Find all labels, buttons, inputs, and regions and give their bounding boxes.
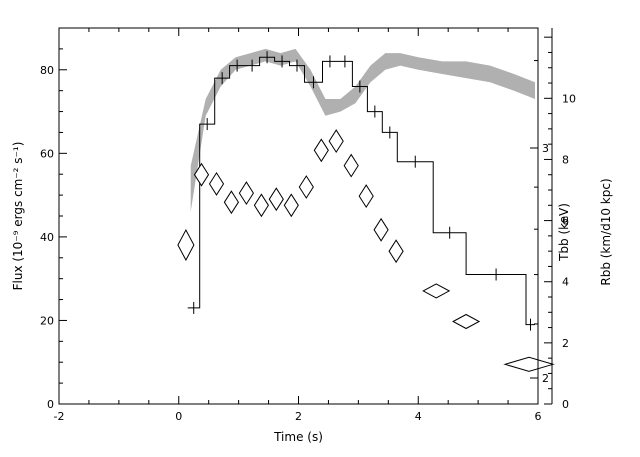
x-tick-label: 0 (175, 410, 182, 423)
right-R-tick-label: 8 (562, 153, 569, 166)
radius-diamond-point (328, 129, 344, 154)
radius-diamond-point (343, 153, 359, 178)
right-R-tick-label: 4 (562, 276, 569, 289)
right-R-tick-label: 2 (562, 337, 569, 350)
radius-diamond-point (503, 356, 555, 372)
x-tick-label: 6 (535, 410, 542, 423)
right-y-axis-label-temperature: Tbb (keV) (557, 203, 571, 262)
radius-diamond-point (452, 313, 481, 330)
axis-ticks (58, 27, 552, 405)
radius-diamond-point (388, 239, 404, 264)
left-y-tick-label: 0 (47, 398, 54, 411)
x-tick-label: -2 (54, 410, 65, 423)
left-y-axis-label: Flux (10⁻⁹ ergs cm⁻² s⁻¹) (11, 142, 25, 291)
radius-diamond-point (223, 190, 239, 215)
radius-diamond-point (422, 283, 451, 299)
radius-diamond-point (177, 228, 195, 262)
radius-diamond-point (268, 187, 284, 212)
x-tick-label: 2 (295, 410, 302, 423)
flux-step-line (187, 56, 535, 326)
left-y-tick-label: 40 (40, 231, 54, 244)
right-R-tick-label: 0 (562, 398, 569, 411)
band-area (190, 48, 535, 212)
radius-diamond-series (177, 129, 555, 372)
radius-diamond-point (373, 217, 389, 242)
flux-step-series (187, 51, 535, 331)
left-y-tick-label: 80 (40, 64, 54, 77)
right-R-tick-label: 6 (562, 215, 569, 228)
x-axis-label: Time (s) (273, 430, 323, 444)
left-y-tick-label: 60 (40, 147, 54, 160)
temperature-band (190, 48, 535, 212)
radius-diamond-point (208, 171, 225, 196)
right-T-tick-label: 3 (542, 142, 549, 155)
radius-diamond-point (313, 138, 329, 163)
radius-diamond-point (193, 162, 210, 187)
radius-diamond-point (253, 193, 269, 218)
radius-diamond-point (238, 181, 254, 206)
right-R-tick-label: 10 (562, 92, 576, 105)
right-y-axis-label-radius: Rbb (km/d10 kpc) (599, 178, 613, 285)
x-tick-label: 4 (415, 410, 422, 423)
radius-diamond-point (283, 193, 299, 218)
left-y-tick-label: 20 (40, 314, 54, 327)
radius-diamond-point (358, 184, 374, 209)
right-T-tick-label: 2 (542, 372, 549, 385)
radius-diamond-point (298, 175, 314, 199)
plot-frame (58, 27, 539, 405)
